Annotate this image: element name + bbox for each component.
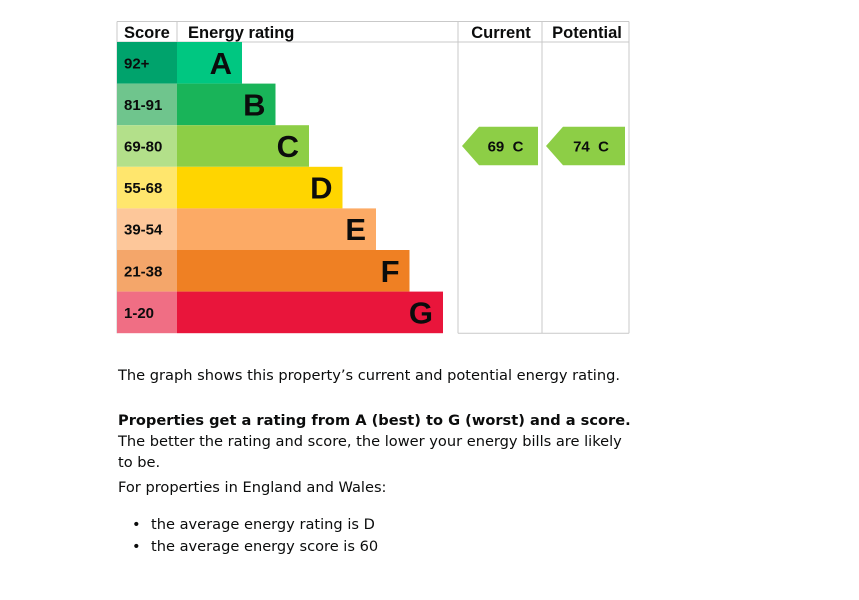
rating-explanation: Properties get a rating from A (best) to…: [118, 410, 638, 473]
header-potential: Potential: [552, 24, 622, 42]
band-bar: [177, 42, 242, 84]
band-letter-label: E: [345, 212, 366, 247]
band-bar: [177, 250, 410, 292]
band-score-cell: [117, 291, 177, 334]
header-energy-rating: Energy rating: [188, 24, 294, 42]
rating-bands: 92+ A 81-91 B 69-80 C 55-68 D 39-54 E 21-38 F 1-20 G: [117, 42, 443, 334]
band-score-cell: [117, 166, 177, 209]
band-score-label: 1-20: [124, 305, 154, 322]
chart-headers: Score Energy rating Current Potential: [124, 24, 622, 42]
band-letter-label: F: [381, 254, 400, 289]
band-bar: [177, 83, 276, 126]
potential-rating-arrow-shape: [546, 126, 625, 166]
potential-rating-arrow: 74 C: [546, 126, 625, 166]
band-a: 92+ A: [117, 42, 242, 84]
band-b: 81-91 B: [117, 83, 276, 126]
current-rating-arrow-label: 69 C: [488, 139, 524, 156]
band-g: 1-20 G: [117, 291, 443, 334]
rating-explanation-text: Properties get a rating from A (best) to…: [118, 410, 638, 473]
band-c: 69-80 C: [117, 125, 309, 167]
band-f: 21-38 F: [117, 250, 410, 292]
band-score-cell: [117, 125, 177, 167]
band-score-label: 55-68: [124, 180, 162, 197]
band-bar: [177, 291, 443, 334]
band-letter-label: B: [243, 87, 265, 122]
average-list: the average energy rating is D the avera…: [118, 514, 378, 557]
band-e: 39-54 E: [117, 208, 376, 250]
band-letter-label: C: [277, 129, 299, 164]
rating-explanation-bold: Properties get a rating from A (best) to…: [118, 412, 631, 429]
rating-arrows: 69 C 74 C: [462, 126, 625, 166]
header-current: Current: [471, 24, 531, 42]
band-letter-label: G: [409, 295, 433, 330]
region-text: For properties in England and Wales:: [118, 477, 638, 498]
band-score-label: 39-54: [124, 222, 163, 239]
energy-rating-chart: Score Energy rating Current Potential 92…: [116, 21, 630, 334]
band-score-cell: [117, 250, 177, 292]
band-score-cell: [117, 208, 177, 250]
band-score-cell: [117, 42, 177, 84]
average-score-item: the average energy score is 60: [118, 536, 378, 558]
band-bar: [177, 125, 309, 167]
rating-explanation-rest: The better the rating and score, the low…: [118, 433, 622, 471]
current-rating-arrow-shape: [462, 126, 538, 166]
potential-rating-arrow-label: 74 C: [573, 139, 609, 156]
band-d: 55-68 D: [117, 166, 343, 209]
graph-description: The graph shows this property’s current …: [118, 365, 638, 386]
band-bar: [177, 208, 376, 250]
band-bar: [177, 166, 343, 209]
band-score-label: 21-38: [124, 263, 162, 280]
region-label: For properties in England and Wales:: [118, 479, 387, 496]
header-score: Score: [124, 24, 170, 42]
band-score-cell: [117, 83, 177, 126]
average-rating-item: the average energy rating is D: [118, 514, 378, 536]
band-score-label: 69-80: [124, 139, 162, 156]
band-letter-label: D: [310, 171, 332, 206]
band-score-label: 81-91: [124, 97, 162, 114]
band-letter-label: A: [210, 46, 232, 81]
current-rating-arrow: 69 C: [462, 126, 538, 166]
band-score-label: 92+: [124, 55, 150, 72]
intro-text: The graph shows this property’s current …: [118, 367, 621, 384]
